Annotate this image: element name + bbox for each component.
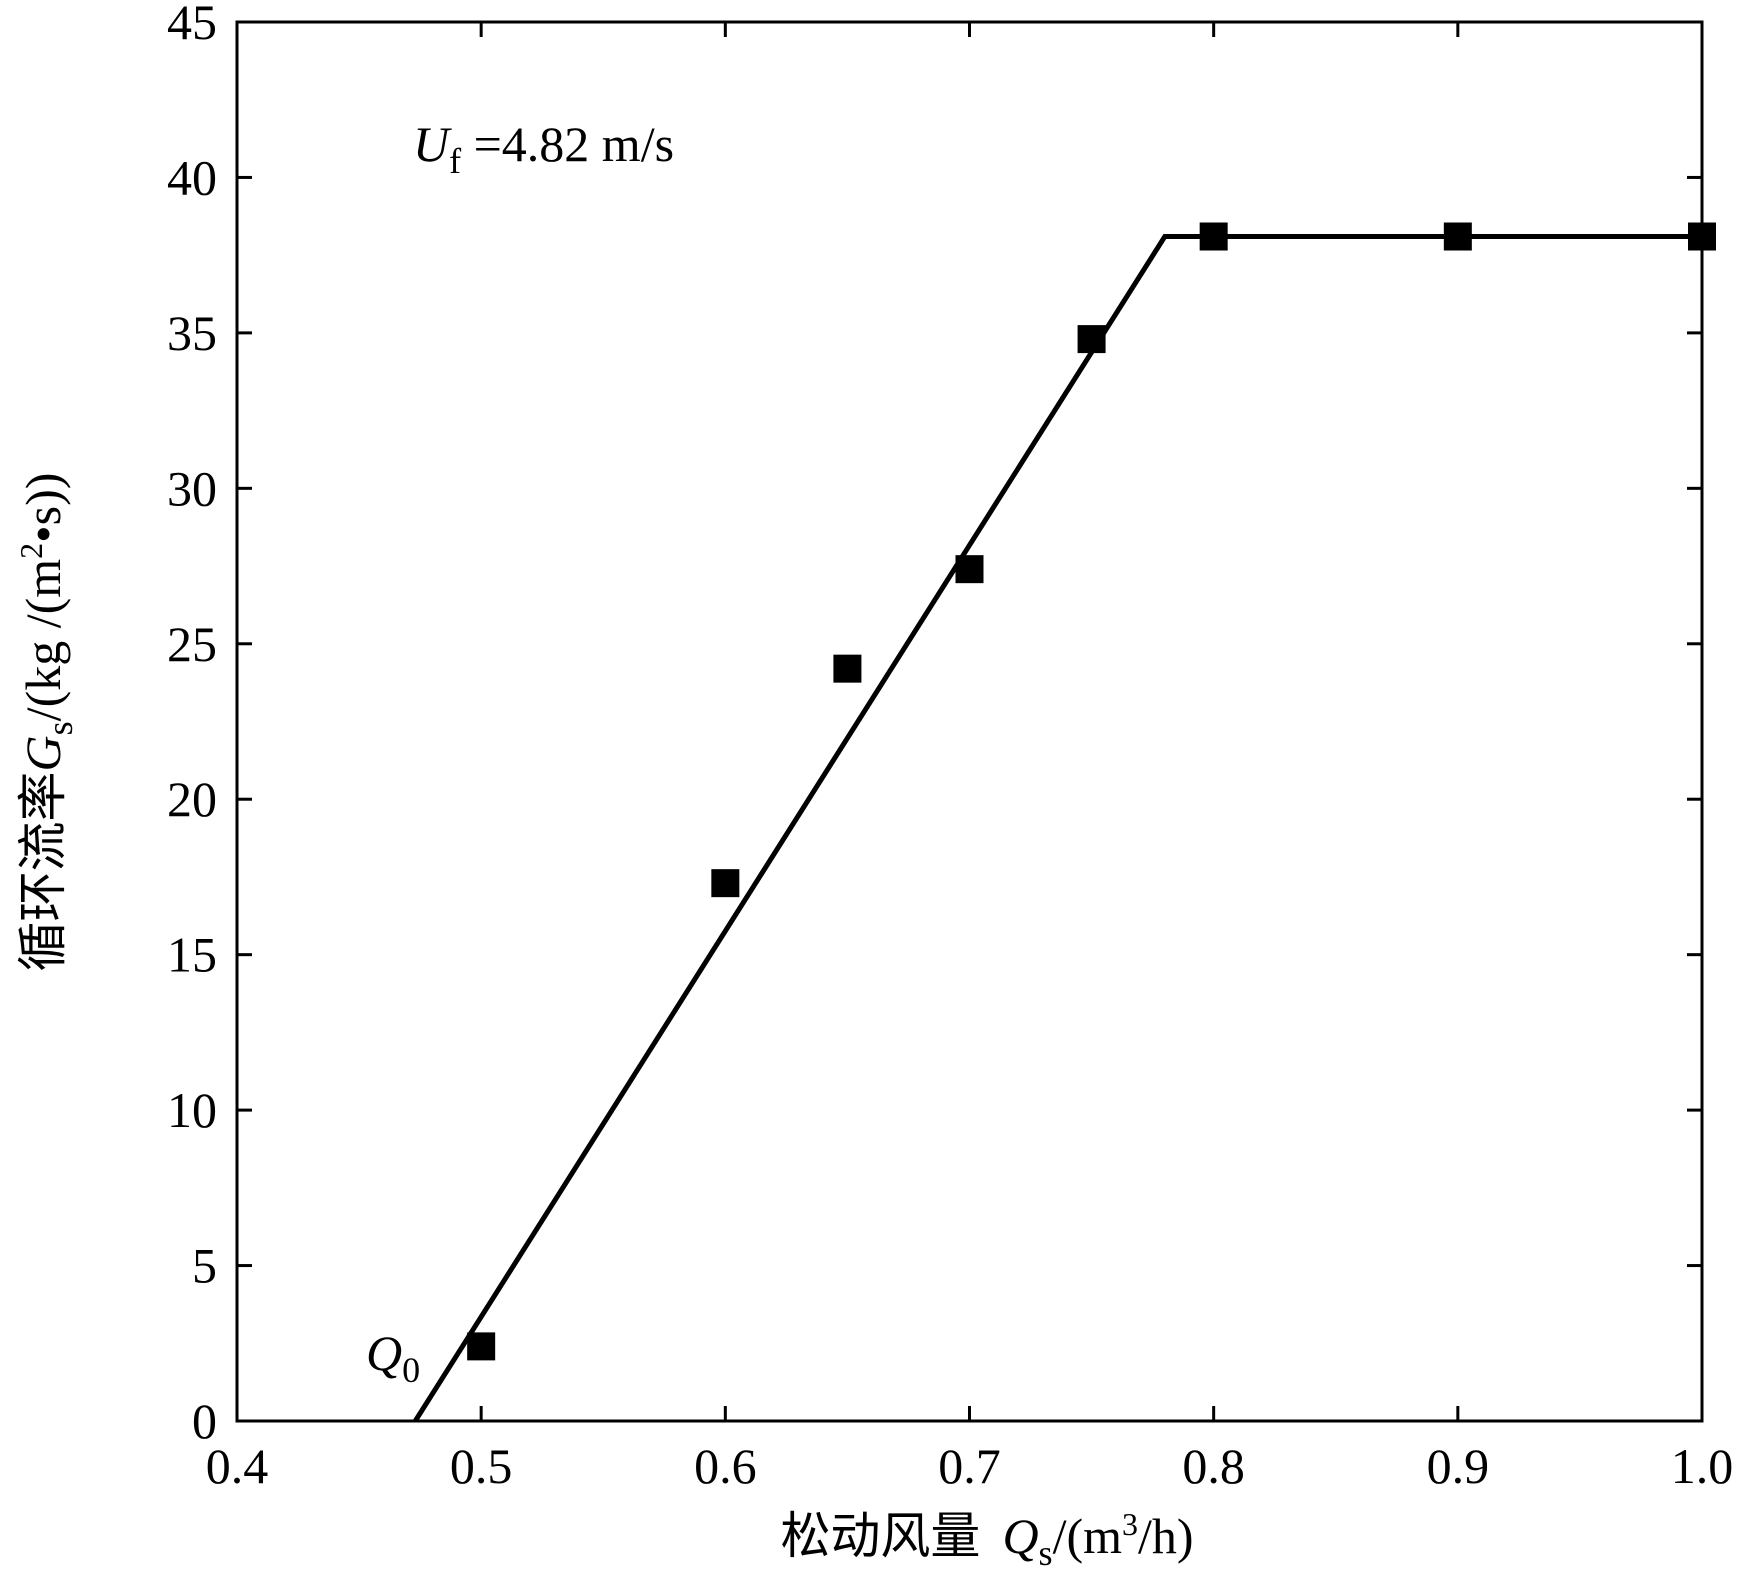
x-axis-label-cn: 松动风量 <box>780 1508 980 1564</box>
q0-annotation: Q0 <box>366 1325 420 1390</box>
y-tick-label: 30 <box>167 460 217 516</box>
velocity-subscript: f <box>449 141 461 181</box>
y-axis-label-subscript: s <box>40 721 80 735</box>
y-axis-label-unit-pre: /(kg /(m <box>15 559 71 722</box>
data-points <box>467 222 1716 1361</box>
data-point <box>1688 222 1716 251</box>
velocity-value: =4.82 m/s <box>461 116 674 172</box>
y-tick-label: 25 <box>167 616 217 672</box>
x-tick-label: 0.6 <box>694 1438 757 1494</box>
y-tick-label: 45 <box>167 0 217 50</box>
y-axis-label-cn: 循环流率 <box>15 771 71 971</box>
x-tick-label: 0.4 <box>206 1438 269 1494</box>
y-tick-label: 15 <box>167 927 217 983</box>
fit-line <box>413 234 1702 1423</box>
x-axis-label: 松动风量 Qs/(m3/h) <box>780 1506 1193 1573</box>
data-point <box>1199 222 1228 251</box>
x-axis-label-unit-post: /h) <box>1138 1508 1194 1564</box>
q0-symbol: Q <box>366 1325 402 1381</box>
x-axis-ticks: 0.4 0.5 0.6 0.7 0.8 0.9 1.0 <box>206 22 1734 1494</box>
data-point <box>833 654 862 683</box>
y-axis-ticks: 0 5 10 15 20 25 30 35 40 45 <box>167 0 1702 1449</box>
y-axis-label-unit-post: •s)) <box>15 473 71 543</box>
x-axis-label-symbol: Q <box>1002 1508 1038 1564</box>
data-point <box>955 555 984 584</box>
y-tick-label: 10 <box>167 1082 217 1138</box>
y-axis-label-symbol: G <box>15 735 71 771</box>
data-point <box>1443 222 1472 251</box>
y-tick-label: 20 <box>167 771 217 827</box>
q0-subscript: 0 <box>402 1350 420 1390</box>
y-axis-label-superscript: 2 <box>13 543 49 559</box>
y-tick-label: 0 <box>192 1393 217 1449</box>
x-axis-label-superscript: 3 <box>1122 1506 1138 1542</box>
velocity-symbol: U <box>413 116 452 172</box>
y-tick-label: 5 <box>192 1238 217 1294</box>
x-tick-label: 0.9 <box>1427 1438 1490 1494</box>
data-point <box>1077 325 1106 354</box>
x-tick-label: 0.8 <box>1182 1438 1245 1494</box>
x-axis-label-subscript: s <box>1039 1533 1053 1573</box>
y-tick-label: 40 <box>167 149 217 205</box>
x-tick-label: 0.5 <box>450 1438 513 1494</box>
y-tick-label: 35 <box>167 305 217 361</box>
x-axis-label-unit-pre: /(m <box>1053 1508 1123 1564</box>
data-point <box>467 1332 496 1361</box>
x-tick-label: 1.0 <box>1671 1438 1734 1494</box>
x-tick-label: 0.7 <box>938 1438 1001 1494</box>
velocity-annotation: Uf =4.82 m/s <box>413 116 674 181</box>
y-axis-label: 循环流率Gs/(kg /(m2•s)) <box>13 473 80 972</box>
data-point <box>711 869 740 898</box>
